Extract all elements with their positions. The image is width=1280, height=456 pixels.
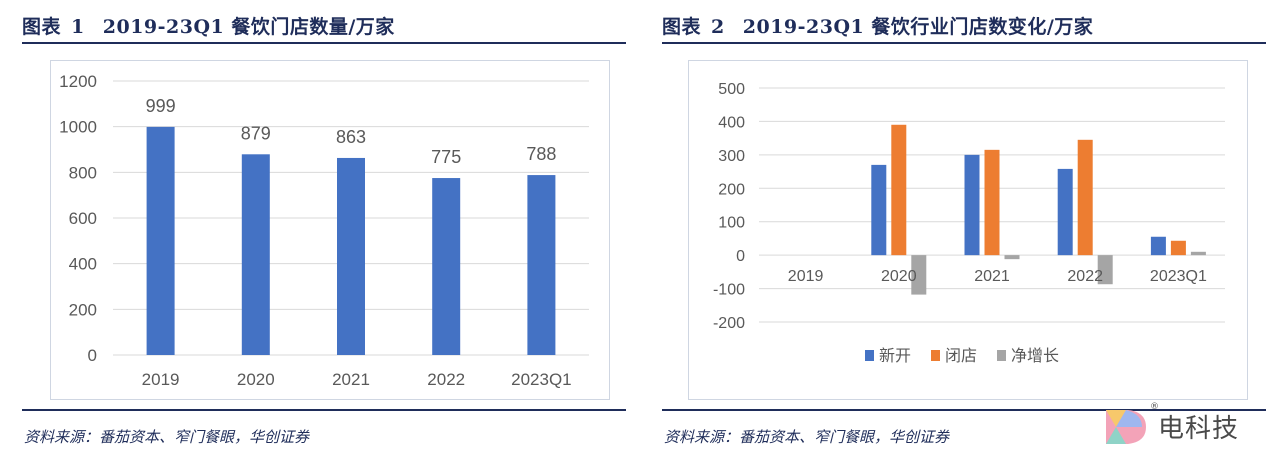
bar-新开-2023Q1 [1150, 236, 1166, 256]
bar-2021 [337, 157, 365, 355]
figure-1-label: 图表 [22, 16, 62, 38]
figure-1-top-rule [22, 42, 626, 44]
bar-净增长-2021 [1004, 255, 1020, 260]
y-tick-label: 200 [718, 181, 745, 198]
bar-2022 [432, 178, 461, 355]
x-tick-label: 2021 [332, 370, 370, 389]
watermark-text: 电科技 [1158, 414, 1240, 444]
legend-label: 净增长 [1011, 347, 1059, 365]
y-tick-label: -100 [713, 282, 745, 299]
figure-2-chart-frame: -200 -100 0 100 200 300 400 500 2019 2020 2021 2022… [688, 60, 1248, 400]
figure-1-chart-frame: 0 200 400 600 800 1000 1200 999 2019 879 2020 863 20… [50, 60, 610, 400]
figure-2-number: 2 [711, 16, 725, 38]
y-tick-label: -200 [713, 315, 745, 332]
x-tick-label: 2023Q1 [511, 370, 572, 389]
bar-闭店-2022 [1077, 139, 1093, 256]
figure-2-label: 图表 [662, 16, 702, 38]
bar-新开-2020 [871, 164, 887, 256]
bar-净增长-2020 [911, 255, 927, 295]
x-tick-label: 2022 [427, 370, 465, 389]
x-tick-label: 2022 [1067, 268, 1103, 285]
legend-swatch-闭店 [931, 350, 940, 361]
figure-2-title-text: 2019-23Q1 餐饮行业门店数变化/万家 [742, 16, 1094, 38]
y-tick-label: 1000 [59, 118, 97, 137]
x-tick-label: 2019 [142, 370, 180, 389]
x-tick-label: 2020 [881, 268, 917, 285]
bar-2020 [241, 154, 270, 355]
watermark-registered: ® [1150, 402, 1159, 412]
bar-闭店-2023Q1 [1170, 240, 1186, 256]
y-tick-label: 0 [736, 248, 745, 265]
data-label: 879 [241, 123, 271, 143]
x-tick-label: 2021 [974, 268, 1010, 285]
y-tick-label: 0 [88, 346, 97, 365]
y-tick-label: 800 [69, 163, 97, 182]
data-label: 788 [526, 144, 556, 164]
legend-swatch-净增长 [997, 350, 1006, 361]
store-count-bar-chart: 0 200 400 600 800 1000 1200 999 2019 879 2020 863 20… [59, 72, 589, 389]
figure-1-source: 资料来源：番茄资本、窄门餐眼，华创证券 [24, 428, 310, 446]
figure-2-title: 图表 2 2019-23Q1 餐饮行业门店数变化/万家 [662, 12, 1093, 39]
bar-闭店-2020 [891, 124, 907, 256]
figure-2-source: 资料来源：番茄资本、窄门餐眼，华创证券 [664, 428, 950, 446]
figure-2-bottom-rule [662, 409, 1266, 411]
legend-label: 闭店 [945, 347, 977, 365]
figure-1-bottom-rule [22, 409, 626, 411]
y-tick-label: 500 [718, 81, 745, 98]
y-tick-label: 200 [69, 300, 97, 319]
bar-2023Q1 [527, 175, 556, 355]
figure-1-number: 1 [71, 16, 85, 38]
legend-swatch-新开 [865, 350, 874, 361]
bar-新开-2021 [964, 154, 980, 256]
y-tick-label: 300 [718, 148, 745, 165]
y-tick-label: 100 [718, 215, 745, 232]
y-tick-label: 400 [69, 255, 97, 274]
figure-2-panel: 图表 2 2019-23Q1 餐饮行业门店数变化/万家 -200 -100 0 100 20… [640, 0, 1280, 456]
y-tick-label: 600 [69, 209, 97, 228]
figure-1-title-text: 2019-23Q1 餐饮门店数量/万家 [102, 16, 395, 38]
bar-闭店-2021 [984, 149, 1000, 256]
y-tick-label: 400 [718, 114, 745, 131]
data-label: 863 [336, 127, 366, 147]
x-tick-label: 2019 [788, 268, 824, 285]
figure-2-top-rule [662, 42, 1266, 44]
figure-1-panel: 图表 1 2019-23Q1 餐饮门店数量/万家 0 200 400 600 800 1000… [22, 12, 626, 446]
store-change-bar-chart: -200 -100 0 100 200 300 400 500 2019 2020 2021 2022… [713, 81, 1225, 365]
legend-label: 新开 [879, 347, 911, 365]
watermark-logo-icon [1106, 410, 1146, 444]
bar-新开-2022 [1057, 168, 1073, 256]
data-label: 775 [431, 147, 461, 167]
data-label: 999 [146, 96, 176, 116]
y-tick-label: 1200 [59, 72, 97, 91]
bar-2019 [146, 126, 175, 356]
bar-净增长-2022 [1097, 255, 1113, 285]
figure-1-title: 图表 1 2019-23Q1 餐饮门店数量/万家 [22, 12, 395, 39]
bar-净增长-2023Q1 [1190, 251, 1206, 256]
watermark: ® 电科技 [1102, 402, 1272, 448]
x-tick-label: 2020 [237, 370, 275, 389]
x-tick-label: 2023Q1 [1150, 268, 1207, 285]
